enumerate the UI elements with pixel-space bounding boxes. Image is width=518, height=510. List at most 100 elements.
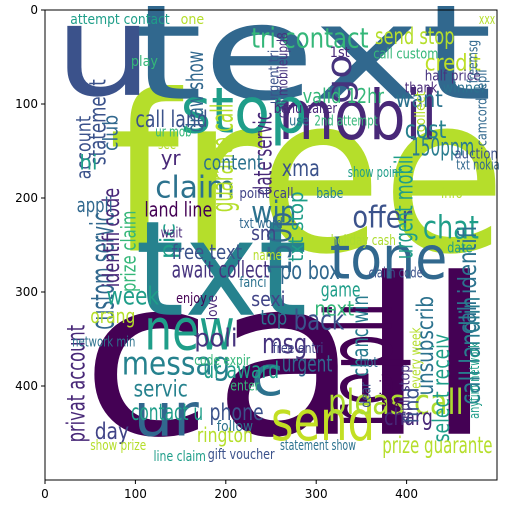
word-select-receiv: select receiv (429, 334, 455, 442)
word-freemsg: freemsg (465, 40, 481, 83)
word-identifi-code: identifi code (99, 188, 125, 287)
word-attempt-contact: attempt contact (70, 12, 170, 28)
word-urgent: urgent (282, 351, 333, 377)
word-rington: rington (197, 423, 253, 447)
word-thank: thank (405, 81, 438, 97)
word-new: new (144, 296, 234, 363)
y-tick-label: 200 (15, 191, 38, 205)
word-ur-mob: ur mob (155, 125, 191, 141)
word-sm: sm (251, 221, 276, 245)
word-play: play (131, 54, 158, 70)
word-anytim-network: anytim network (467, 342, 483, 419)
word-xxx: xxx (479, 12, 495, 28)
word-dear: dear (359, 382, 375, 408)
word-2nd-attempt: 2nd attempt (314, 114, 378, 130)
word-await-collect: await collect (172, 257, 270, 283)
word-date: date (447, 240, 472, 256)
word-winner: winner (443, 81, 487, 97)
word-claim: claim (155, 170, 235, 205)
word-text: text (131, 0, 493, 131)
word-sex: sex (381, 395, 399, 411)
word-custom-servic: custom servic (84, 212, 122, 330)
word-top: top (260, 306, 287, 330)
word-tone: tone (330, 225, 448, 294)
word-send-stop: send stop (375, 24, 455, 50)
word-servic: servic (134, 377, 188, 403)
word-one: one (181, 12, 205, 28)
word-show-point: show point (348, 165, 403, 181)
word-messag: messag (122, 345, 231, 383)
y-tick-label: 0 (30, 3, 38, 17)
word-use: use (289, 114, 309, 130)
word-orang: orang (90, 304, 135, 328)
word-find: find (400, 387, 424, 423)
word-cost: cost (405, 115, 447, 144)
word-game: game (321, 278, 361, 302)
word-collect: collect (413, 91, 429, 132)
word-hot: hot (360, 355, 379, 371)
word-statement: statement (86, 79, 112, 165)
word-account: account (72, 116, 96, 179)
word-holiday-cash: holiday cash (331, 233, 396, 249)
word-ur-award: ur award (203, 358, 279, 384)
word-sexi: sexi (251, 287, 285, 311)
x-tick-label: 200 (214, 487, 237, 501)
word-see: see (158, 137, 176, 153)
x-tick-label: 300 (305, 487, 328, 501)
word-call-custom: call custom (373, 47, 438, 63)
word-mobil: mobil (278, 76, 437, 156)
word-join: join (379, 370, 395, 396)
word-name: name (253, 248, 282, 264)
word-yr: yr (161, 146, 181, 170)
word-phone: phone (210, 400, 264, 426)
plot-area: freecalltextutxtmobilstoptonereplinewsen… (44, 0, 506, 486)
word-150p: 150p (261, 212, 299, 275)
word-day: day (95, 419, 129, 445)
word-prize-guarante: prize guarante (382, 433, 492, 459)
word-next: next (314, 296, 354, 320)
word-info: info (441, 186, 463, 202)
word-win: win (251, 196, 296, 231)
word-want: want (396, 87, 443, 113)
word-txt: txt (135, 194, 307, 347)
word-valid-12hr: valid 12hr (303, 84, 385, 108)
word-point-call: point call (239, 186, 293, 202)
word-every-week: every week (408, 327, 424, 389)
word-c: c (251, 344, 284, 408)
x-tick-label: 100 (124, 487, 147, 501)
word-follow: follow (217, 419, 253, 435)
word-urgent-mobil: urgent mobil (390, 155, 419, 259)
word-guarante-call: guarante call (205, 104, 240, 212)
word-bonu-caller: bonu caller (274, 101, 338, 117)
word-poli: poli (194, 324, 237, 353)
word-txt-word: txt word (239, 216, 282, 232)
word-contact-u: contact u (131, 400, 203, 426)
word-gift-voucher: gift voucher (208, 447, 275, 463)
word-love: love (205, 295, 221, 320)
word-land-line: land line (144, 198, 212, 222)
word-week: week (107, 281, 160, 310)
word-chat: chat (423, 208, 479, 246)
word-charg: charg (384, 405, 433, 431)
word-statement-show: statement show (280, 438, 356, 454)
word-go: go (320, 54, 360, 104)
plot-frame (44, 9, 498, 481)
word-date-servic: date servic (249, 112, 278, 195)
word-tri-contact: tri contact (251, 22, 369, 54)
word-unsubscrib: unsubscrib (413, 296, 439, 395)
word-ur: ur (134, 382, 200, 451)
word-privat-account: privat account (62, 325, 91, 443)
y-axis: 0 100 200 300 400 (15, 3, 45, 393)
word-club: club (99, 115, 123, 151)
word-call-land: call land (135, 107, 207, 133)
word-code-expir: code expir (194, 353, 250, 369)
word-enjoy: enjoy (176, 291, 207, 307)
word-babe: babe (316, 186, 343, 202)
word-150ppm: 150ppm (411, 133, 474, 162)
plot-background (45, 10, 497, 480)
word-line-claim: line claim (154, 449, 206, 465)
word-free-entri: free entri (273, 341, 324, 357)
word-back: back (294, 304, 345, 336)
word-credit: credit (425, 51, 481, 77)
word-offer: offer (352, 200, 412, 235)
